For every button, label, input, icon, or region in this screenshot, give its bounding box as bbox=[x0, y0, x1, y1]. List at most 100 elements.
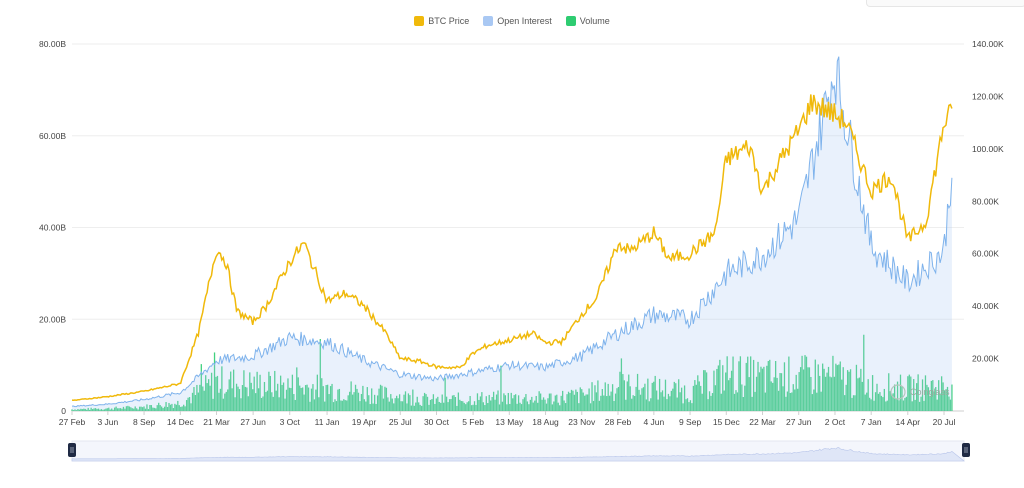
volume-bar bbox=[817, 364, 819, 411]
volume-bar bbox=[210, 372, 213, 411]
volume-bar bbox=[415, 402, 417, 411]
volume-bar bbox=[373, 394, 376, 411]
volume-bar bbox=[406, 403, 408, 411]
volume-bar bbox=[149, 405, 151, 411]
volume-bar bbox=[595, 392, 598, 411]
navigator-handle-right[interactable] bbox=[962, 443, 970, 457]
volume-bar bbox=[166, 406, 169, 411]
volume-bar bbox=[585, 394, 587, 411]
volume-bar bbox=[481, 392, 483, 411]
legend-item-btc-price[interactable]: BTC Price bbox=[414, 16, 469, 26]
volume-bar bbox=[836, 365, 838, 411]
volume-bar bbox=[108, 407, 110, 411]
range-navigator[interactable] bbox=[68, 440, 970, 462]
volume-bar bbox=[444, 377, 446, 411]
legend-item-open-interest[interactable]: Open Interest bbox=[483, 16, 552, 26]
x-tick-label: 28 Feb bbox=[605, 417, 632, 427]
volume-bar bbox=[867, 379, 869, 411]
volume-bar bbox=[669, 396, 671, 411]
volume-bar bbox=[647, 378, 649, 411]
volume-bar bbox=[729, 377, 731, 411]
volume-bar bbox=[914, 399, 916, 411]
volume-bar bbox=[350, 381, 352, 411]
volume-bar bbox=[319, 339, 321, 411]
volume-bar bbox=[136, 408, 138, 411]
volume-bar bbox=[188, 397, 191, 411]
volume-bar bbox=[278, 397, 280, 411]
volume-bar bbox=[479, 396, 482, 411]
navigator-handle-left[interactable] bbox=[68, 443, 76, 457]
volume-bar bbox=[321, 378, 323, 411]
volume-bar bbox=[87, 407, 89, 411]
volume-bar bbox=[378, 388, 380, 411]
volume-bar bbox=[838, 364, 840, 411]
volume-bar bbox=[431, 399, 433, 411]
volume-bar bbox=[269, 375, 271, 411]
volume-bar bbox=[197, 392, 200, 411]
volume-bar bbox=[428, 404, 430, 411]
volume-bar bbox=[942, 382, 944, 411]
volume-bar bbox=[935, 387, 937, 411]
volume-bar bbox=[891, 394, 893, 411]
volume-bar bbox=[744, 385, 746, 411]
volume-bar bbox=[482, 402, 484, 411]
volume-bar bbox=[591, 382, 593, 411]
volume-bar bbox=[680, 387, 683, 411]
volume-bar bbox=[801, 355, 803, 411]
volume-bar bbox=[945, 389, 947, 411]
volume-bar bbox=[538, 391, 540, 411]
volume-bar bbox=[611, 384, 614, 411]
volume-bar bbox=[184, 406, 186, 411]
volume-bar bbox=[382, 398, 385, 411]
volume-bar bbox=[497, 390, 499, 411]
volume-bars bbox=[71, 334, 953, 411]
volume-bar bbox=[172, 408, 175, 411]
volume-bar bbox=[600, 395, 602, 411]
volume-bar bbox=[948, 396, 950, 411]
volume-bar bbox=[804, 355, 806, 411]
volume-bar bbox=[663, 396, 665, 411]
volume-bar bbox=[858, 377, 861, 411]
volume-bar bbox=[307, 387, 310, 411]
legend-item-volume[interactable]: Volume bbox=[565, 16, 610, 26]
volume-bar bbox=[863, 334, 865, 411]
volume-bar bbox=[559, 405, 561, 411]
volume-bar bbox=[368, 395, 370, 411]
volume-bar bbox=[713, 370, 715, 411]
volume-bar bbox=[845, 384, 847, 411]
volume-bar bbox=[459, 399, 461, 411]
volume-bar bbox=[622, 374, 624, 411]
volume-bar bbox=[325, 385, 327, 411]
volume-bar bbox=[738, 361, 740, 411]
volume-bar bbox=[291, 374, 294, 411]
volume-bar bbox=[688, 402, 690, 411]
volume-bar bbox=[109, 409, 111, 411]
volume-bar bbox=[326, 384, 329, 411]
volume-bar bbox=[381, 385, 383, 411]
volume-bar bbox=[315, 389, 317, 411]
volume-bar bbox=[144, 408, 147, 411]
volume-bar bbox=[349, 391, 351, 411]
volume-bar bbox=[225, 391, 227, 411]
volume-bar bbox=[181, 406, 183, 411]
volume-bar bbox=[802, 369, 805, 411]
volume-bar bbox=[351, 394, 354, 411]
y-left-tick-label: 40.00B bbox=[39, 223, 66, 233]
volume-bar bbox=[780, 373, 783, 411]
volume-bar bbox=[103, 409, 106, 411]
volume-bar bbox=[794, 389, 796, 411]
x-tick-label: 22 Mar bbox=[749, 417, 776, 427]
volume-bar bbox=[639, 394, 642, 411]
volume-bar bbox=[748, 377, 750, 411]
volume-bar bbox=[632, 395, 634, 411]
volume-bar bbox=[470, 405, 473, 411]
volume-bar bbox=[821, 363, 824, 411]
volume-bar bbox=[664, 379, 667, 411]
volume-bar bbox=[907, 376, 909, 411]
volume-bar bbox=[807, 367, 809, 411]
volume-bar bbox=[773, 377, 775, 411]
volume-bar bbox=[770, 381, 772, 411]
volume-bar bbox=[567, 391, 570, 411]
volume-bar bbox=[723, 390, 725, 411]
volume-bar bbox=[338, 388, 341, 411]
